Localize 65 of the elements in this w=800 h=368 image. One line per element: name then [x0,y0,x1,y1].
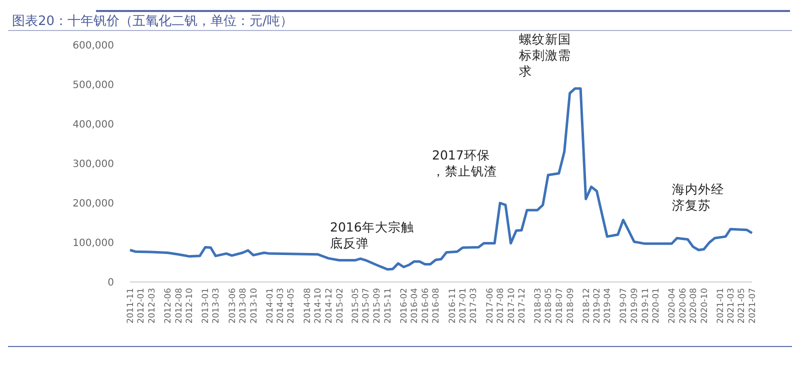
x-tick-label: 2021-01 [716,288,726,324]
x-tick-label: 2018-03 [533,288,544,324]
y-tick-label: 0 [108,278,114,288]
annotation: 2017环保，禁止钒渣 [432,147,497,178]
x-tick-label: 2021-05 [737,288,748,324]
x-tick-label: 2015-05 [350,288,361,324]
x-tick-label: 2018-12 [582,288,592,324]
x-tick-label: 2013-03 [212,288,222,324]
x-tick-label: 2018-07 [554,288,565,324]
x-tick-label: 2019-09 [630,288,640,324]
x-tick-label: 2014-10 [314,288,324,324]
x-tick-label: 2021-03 [726,288,736,324]
annotation: 2016年大宗触底反弹 [330,219,414,250]
x-tick-label: 2012-03 [147,288,158,324]
y-tick-label: 100,000 [72,238,114,249]
x-tick-label: 2016-08 [432,288,442,324]
x-tick-label: 2019-04 [603,288,614,324]
x-tick-label: 2015-02 [335,288,346,324]
x-tick-label: 2016-04 [410,288,420,324]
x-tick-label: 2014-03 [276,288,286,324]
x-tick-label: 2013-08 [238,288,249,324]
x-tick-label: 2017-08 [496,288,506,324]
y-tick-label: 300,000 [72,159,114,170]
x-tick-label: 2016-06 [420,288,431,324]
x-tick-label: 2016-11 [448,288,458,324]
x-tick-label: 2014-12 [324,288,334,324]
y-tick-label: 600,000 [72,40,114,52]
y-tick-label: 400,000 [72,120,114,130]
x-tick-label: 2012-08 [174,288,184,324]
x-tick-label: 2017-01 [458,288,469,324]
y-tick-label: 200,000 [72,198,114,210]
x-tick-label: 2020-08 [689,288,700,324]
y-tick-label: 500,000 [72,80,114,91]
x-tick-label: 2015-09 [372,288,383,324]
x-tick-label: 2020-10 [700,288,710,324]
x-tick-label: 2014-08 [302,288,313,324]
x-tick-label: 2012-06 [164,288,174,324]
x-tick-label: 2019-07 [619,288,630,324]
x-tick-label: 2017-10 [506,288,517,324]
x-tick-label: 2018-09 [566,288,576,324]
x-tick-label: 2012-01 [136,288,147,324]
x-tick-label: 2018-05 [544,288,554,324]
chart-title: 图表20：十年钒价（五氧化二钒，单位：元/吨） [12,14,293,29]
x-tick-label: 2011-11 [126,288,136,324]
line-series [128,87,754,271]
x-tick-label: 2020-04 [668,288,678,324]
x-tick-label: 2013-01 [201,288,212,324]
x-tick-label: 2019-02 [592,288,603,324]
x-tick-label: 2014-05 [286,288,297,324]
x-tick-label: 2014-01 [266,288,276,324]
x-tick-label: 2015-11 [383,288,394,324]
x-tick-label: 2016-02 [400,288,410,324]
x-tick-label: 2020-01 [652,288,662,324]
annotation: 海内外经济复苏 [672,181,724,212]
x-tick-label: 2021-07 [748,288,758,324]
x-tick-label: 2015-07 [362,288,372,324]
x-tick-label: 2019-11 [640,288,651,324]
x-tick-label: 2020-06 [678,288,688,324]
x-tick-label: 2017-12 [518,288,528,324]
x-tick-label: 2017-03 [469,288,480,324]
x-tick-label: 2012-10 [185,288,196,324]
annotation: 螺纹新国标刺激需求 [518,31,571,78]
x-tick-label: 2013-06 [228,288,238,324]
x-tick-label: 2017-06 [485,288,496,324]
x-tick-label: 2013-10 [249,288,260,324]
